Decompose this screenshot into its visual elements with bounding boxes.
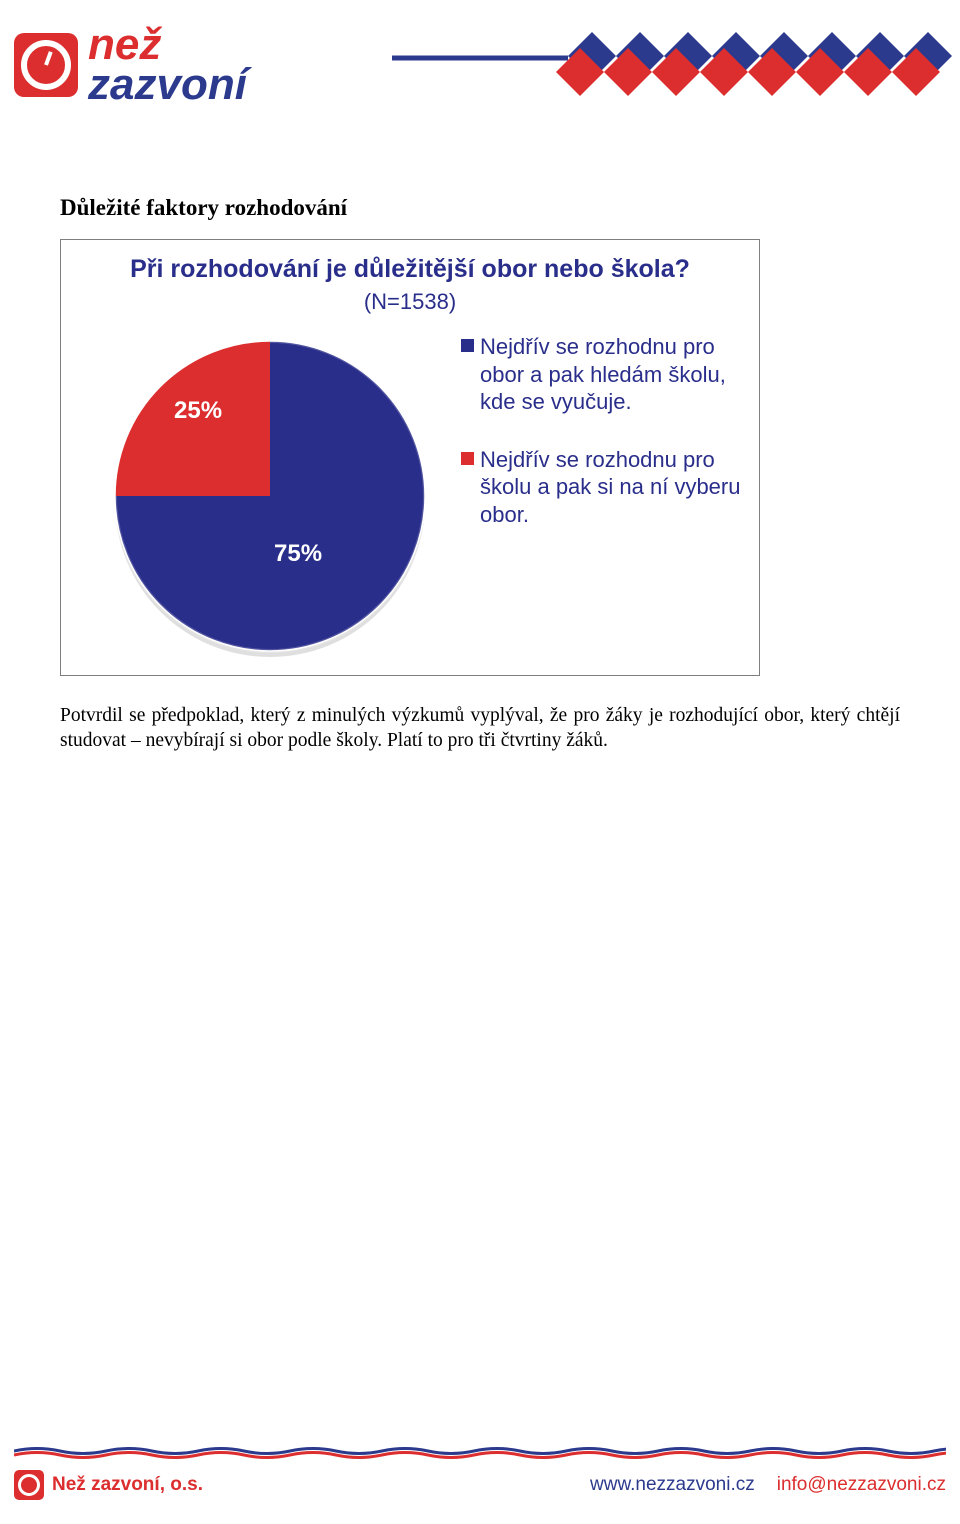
legend-text-blue: Nejdřív se rozhodnu pro obor a pak hledá… [480,333,743,416]
slice-label-25: 25% [174,397,222,425]
legend-text-red: Nejdřív se rozhodnu pro školu a pak si n… [480,446,743,529]
chart-container: Při rozhodování je důležitější obor nebo… [60,239,760,676]
brand-wordmark: než zazvoní [88,25,247,104]
pie-wrap: 25% 75% [77,325,457,655]
slice-label-75: 75% [274,540,322,568]
chart-legend: Nejdřív se rozhodnu pro obor a pak hledá… [457,325,743,558]
page-header: než zazvoní [0,0,960,130]
pie-chart [105,335,435,665]
chart-body: 25% 75% Nejdřív se rozhodnu pro obor a p… [77,325,743,655]
main-content: Důležité faktory rozhodování Při rozhodo… [0,130,960,753]
body-paragraph: Potvrdil se předpoklad, který z minulých… [60,704,900,753]
footer-row: Než zazvoní, o.s. www.nezzazvoni.cz info… [14,1470,946,1500]
brand-logo: než zazvoní [14,20,294,110]
section-heading: Důležité faktory rozhodování [60,195,900,221]
footer-clock-icon [14,1470,44,1500]
legend-swatch-blue [461,339,474,352]
chart-title: Při rozhodování je důležitější obor nebo… [77,254,743,285]
zigzag-decor-icon [392,28,952,108]
legend-item-blue: Nejdřív se rozhodnu pro obor a pak hledá… [461,333,743,416]
footer-left: Než zazvoní, o.s. [14,1470,203,1500]
chart-subtitle: (N=1538) [77,289,743,315]
footer-url: www.nezzazvoni.cz [590,1474,755,1496]
footer-mail: info@nezzazvoni.cz [777,1474,946,1496]
clock-icon [14,33,78,97]
wave-decor-icon [14,1446,946,1460]
footer-org-name: Než zazvoní, o.s. [52,1474,203,1496]
legend-item-red: Nejdřív se rozhodnu pro školu a pak si n… [461,446,743,529]
brand-line2: zazvoní [88,65,247,105]
legend-swatch-red [461,452,474,465]
footer-right: www.nezzazvoni.cz info@nezzazvoni.cz [590,1474,946,1496]
page-footer: Než zazvoní, o.s. www.nezzazvoni.cz info… [0,1446,960,1506]
